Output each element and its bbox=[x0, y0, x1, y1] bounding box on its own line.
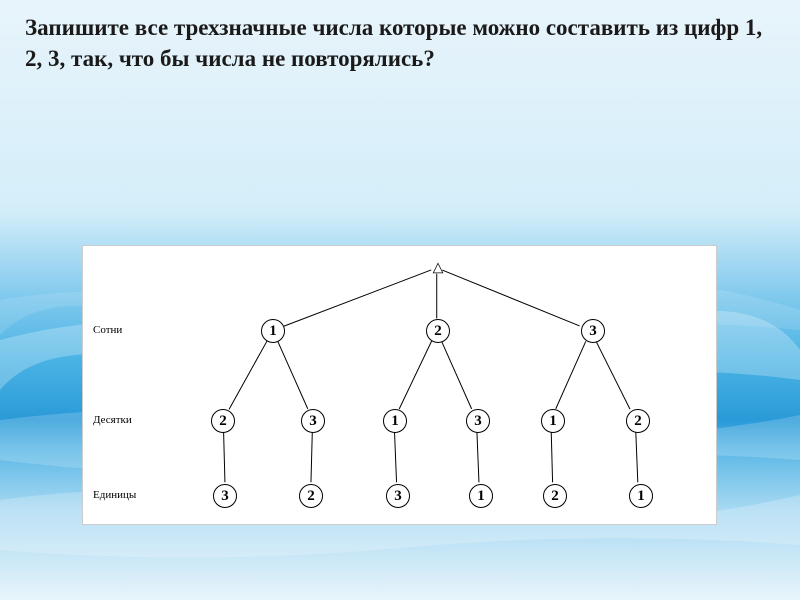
tree-node: 1 bbox=[383, 409, 407, 433]
tree-root-marker: △ bbox=[433, 260, 444, 277]
tree-node: 1 bbox=[261, 319, 285, 343]
tree-node: 3 bbox=[386, 484, 410, 508]
row-label-hundreds: Сотни bbox=[93, 324, 122, 336]
row-label-units: Единицы bbox=[93, 489, 136, 501]
tree-node: 1 bbox=[541, 409, 565, 433]
tree-diagram-panel: △ Сотни Десятки Единицы 1 2 3 2 3 1 3 1 2 3 2 3 1 2 1 bbox=[82, 245, 717, 525]
tree-node: 2 bbox=[211, 409, 235, 433]
row-label-tens: Десятки bbox=[93, 414, 132, 426]
tree-edges-svg bbox=[83, 246, 716, 524]
tree-node: 2 bbox=[626, 409, 650, 433]
question-title: Запишите все трехзначные числа которые м… bbox=[25, 12, 775, 74]
tree-node: 2 bbox=[543, 484, 567, 508]
tree-node: 1 bbox=[629, 484, 653, 508]
tree-node: 3 bbox=[213, 484, 237, 508]
tree-node: 3 bbox=[581, 319, 605, 343]
tree-node: 2 bbox=[299, 484, 323, 508]
tree-node: 2 bbox=[426, 319, 450, 343]
tree-node: 3 bbox=[466, 409, 490, 433]
tree-node: 1 bbox=[469, 484, 493, 508]
tree-node: 3 bbox=[301, 409, 325, 433]
